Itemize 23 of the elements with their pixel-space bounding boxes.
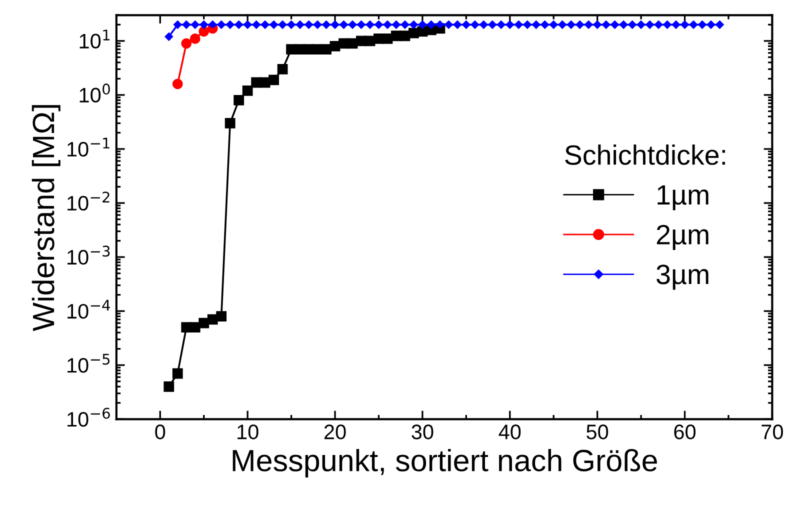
x-tick-label: 20: [324, 424, 346, 440]
y-tick-label: 10$^{1}$: [80, 30, 110, 49]
y-axis-title: Widerstand [MΩ]: [32, 105, 60, 332]
x-tick-label: 10: [238, 424, 258, 440]
y-tick-label: 10$^{−3}$: [68, 246, 110, 265]
y-tick-label: 10$^{−4}$: [68, 300, 110, 319]
y-tick-label: 10$^{−5}$: [68, 354, 110, 373]
y-tick-label: 10$^{−6}$: [68, 408, 110, 427]
legend-label: 1µm: [658, 185, 708, 210]
x-tick-label: 50: [586, 424, 608, 440]
x-tick-label: 0: [155, 424, 166, 440]
legend-title: Schichtdicke:: [565, 144, 725, 165]
y-tick-label: 10$^{−1}$: [68, 138, 110, 157]
point: [164, 381, 174, 392]
x-tick-label: 70: [762, 424, 783, 440]
x-tick-label: 40: [498, 424, 521, 440]
legend-label: 2µm: [656, 224, 708, 250]
x-axis-title: Messpunkt, sortiert nach Größe: [232, 448, 657, 478]
y-tick-label: 10$^{0}$: [80, 84, 110, 103]
legend-label: 3µm: [656, 264, 708, 290]
y-tick-label: 10$^{−2}$: [68, 192, 110, 211]
x-tick-label: 60: [674, 424, 696, 440]
x-tick-label: 30: [412, 424, 434, 440]
